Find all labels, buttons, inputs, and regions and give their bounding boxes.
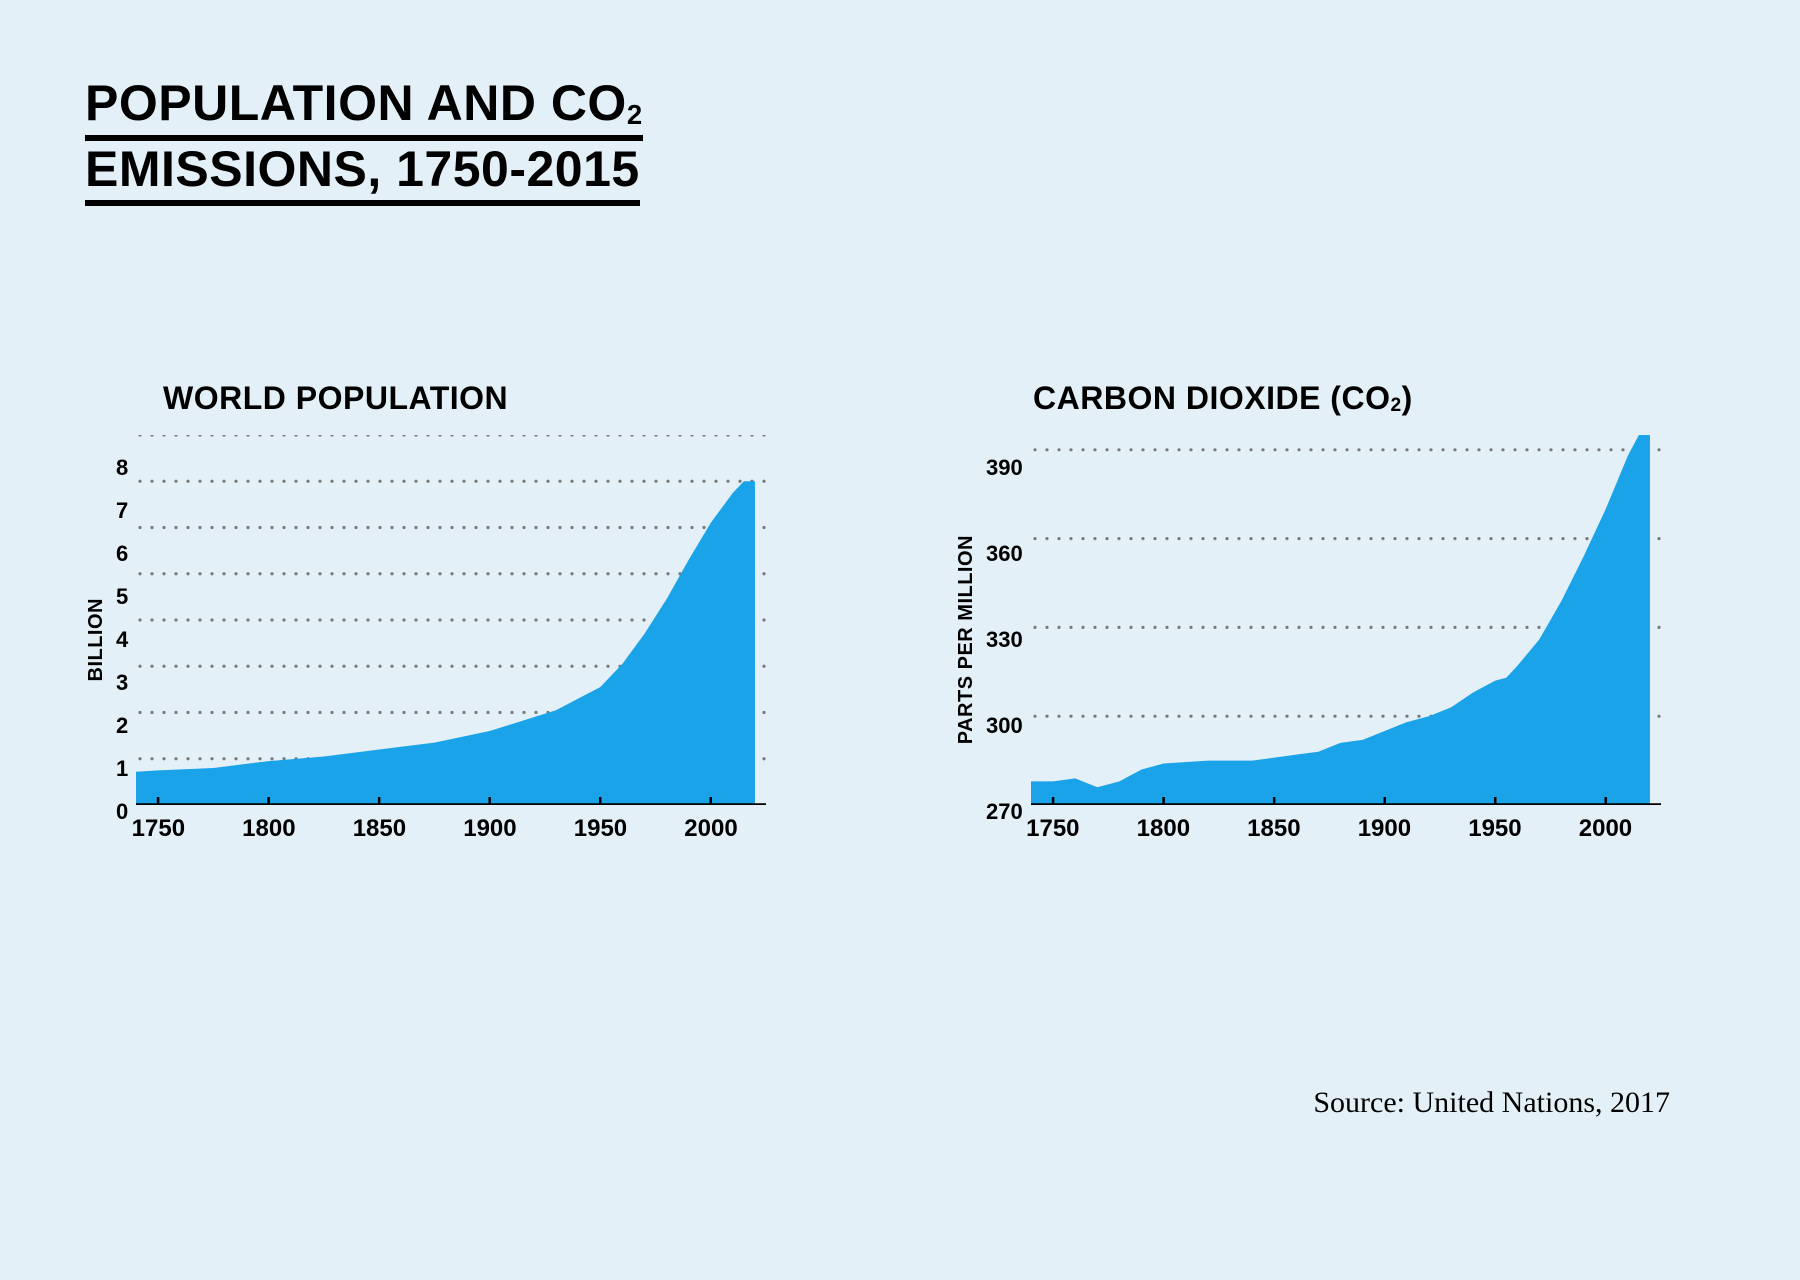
population-plot-svg	[136, 435, 766, 805]
charts-row: WORLD POPULATION BILLION 8 7 6 5 4 3 2 1 0 1750 1…	[85, 380, 1695, 845]
x-tick-label: 1800	[1137, 815, 1190, 843]
x-tick-label: 1850	[353, 815, 406, 843]
co2-chart: CARBON DIOXIDE (CO2) PARTS PER MILLION 3…	[955, 380, 1695, 845]
y-tick-label: 0	[116, 799, 128, 825]
population-chart-title: WORLD POPULATION	[163, 380, 825, 417]
population-y-ticks: 8 7 6 5 4 3 2 1 0	[116, 455, 128, 825]
x-tick-label: 1900	[463, 815, 516, 843]
y-tick-label: 360	[986, 541, 1023, 567]
y-tick-label: 300	[986, 713, 1023, 739]
main-title: POPULATION AND CO2 EMISSIONS, 1750-2015	[85, 75, 643, 206]
population-y-label: BILLION	[85, 598, 108, 682]
source-citation: Source: United Nations, 2017	[1313, 1086, 1670, 1120]
x-tick-label: 2000	[684, 815, 737, 843]
x-tick-label: 1950	[1468, 815, 1521, 843]
y-tick-label: 390	[986, 455, 1023, 481]
y-tick-label: 7	[116, 498, 128, 524]
y-tick-label: 1	[116, 756, 128, 782]
x-tick-label: 2000	[1579, 815, 1632, 843]
y-tick-label: 3	[116, 670, 128, 696]
title-sub-1: 2	[627, 99, 643, 130]
y-tick-label: 2	[116, 713, 128, 739]
x-tick-label: 1750	[1026, 815, 1079, 843]
co2-chart-title: CARBON DIOXIDE (CO2)	[1033, 380, 1695, 417]
x-tick-label: 1900	[1358, 815, 1411, 843]
title-line-1: POPULATION AND CO	[85, 75, 627, 131]
y-tick-label: 5	[116, 584, 128, 610]
x-tick-label: 1800	[242, 815, 295, 843]
co2-plot-svg	[1031, 435, 1661, 805]
y-tick-label: 270	[986, 799, 1023, 825]
co2-y-label: PARTS PER MILLION	[955, 535, 978, 744]
x-tick-label: 1850	[1247, 815, 1300, 843]
co2-y-ticks: 390 360 330 300 270	[986, 455, 1023, 825]
y-tick-label: 330	[986, 627, 1023, 653]
population-chart: WORLD POPULATION BILLION 8 7 6 5 4 3 2 1 0 1750 1…	[85, 380, 825, 845]
y-tick-label: 6	[116, 541, 128, 567]
title-line-2: EMISSIONS, 1750-2015	[85, 141, 640, 207]
y-tick-label: 8	[116, 455, 128, 481]
population-x-ticks: 175018001850190019502000	[136, 815, 766, 845]
x-tick-label: 1950	[574, 815, 627, 843]
x-tick-label: 1750	[132, 815, 185, 843]
y-tick-label: 4	[116, 627, 128, 653]
co2-x-ticks: 175018001850190019502000	[1031, 815, 1661, 845]
